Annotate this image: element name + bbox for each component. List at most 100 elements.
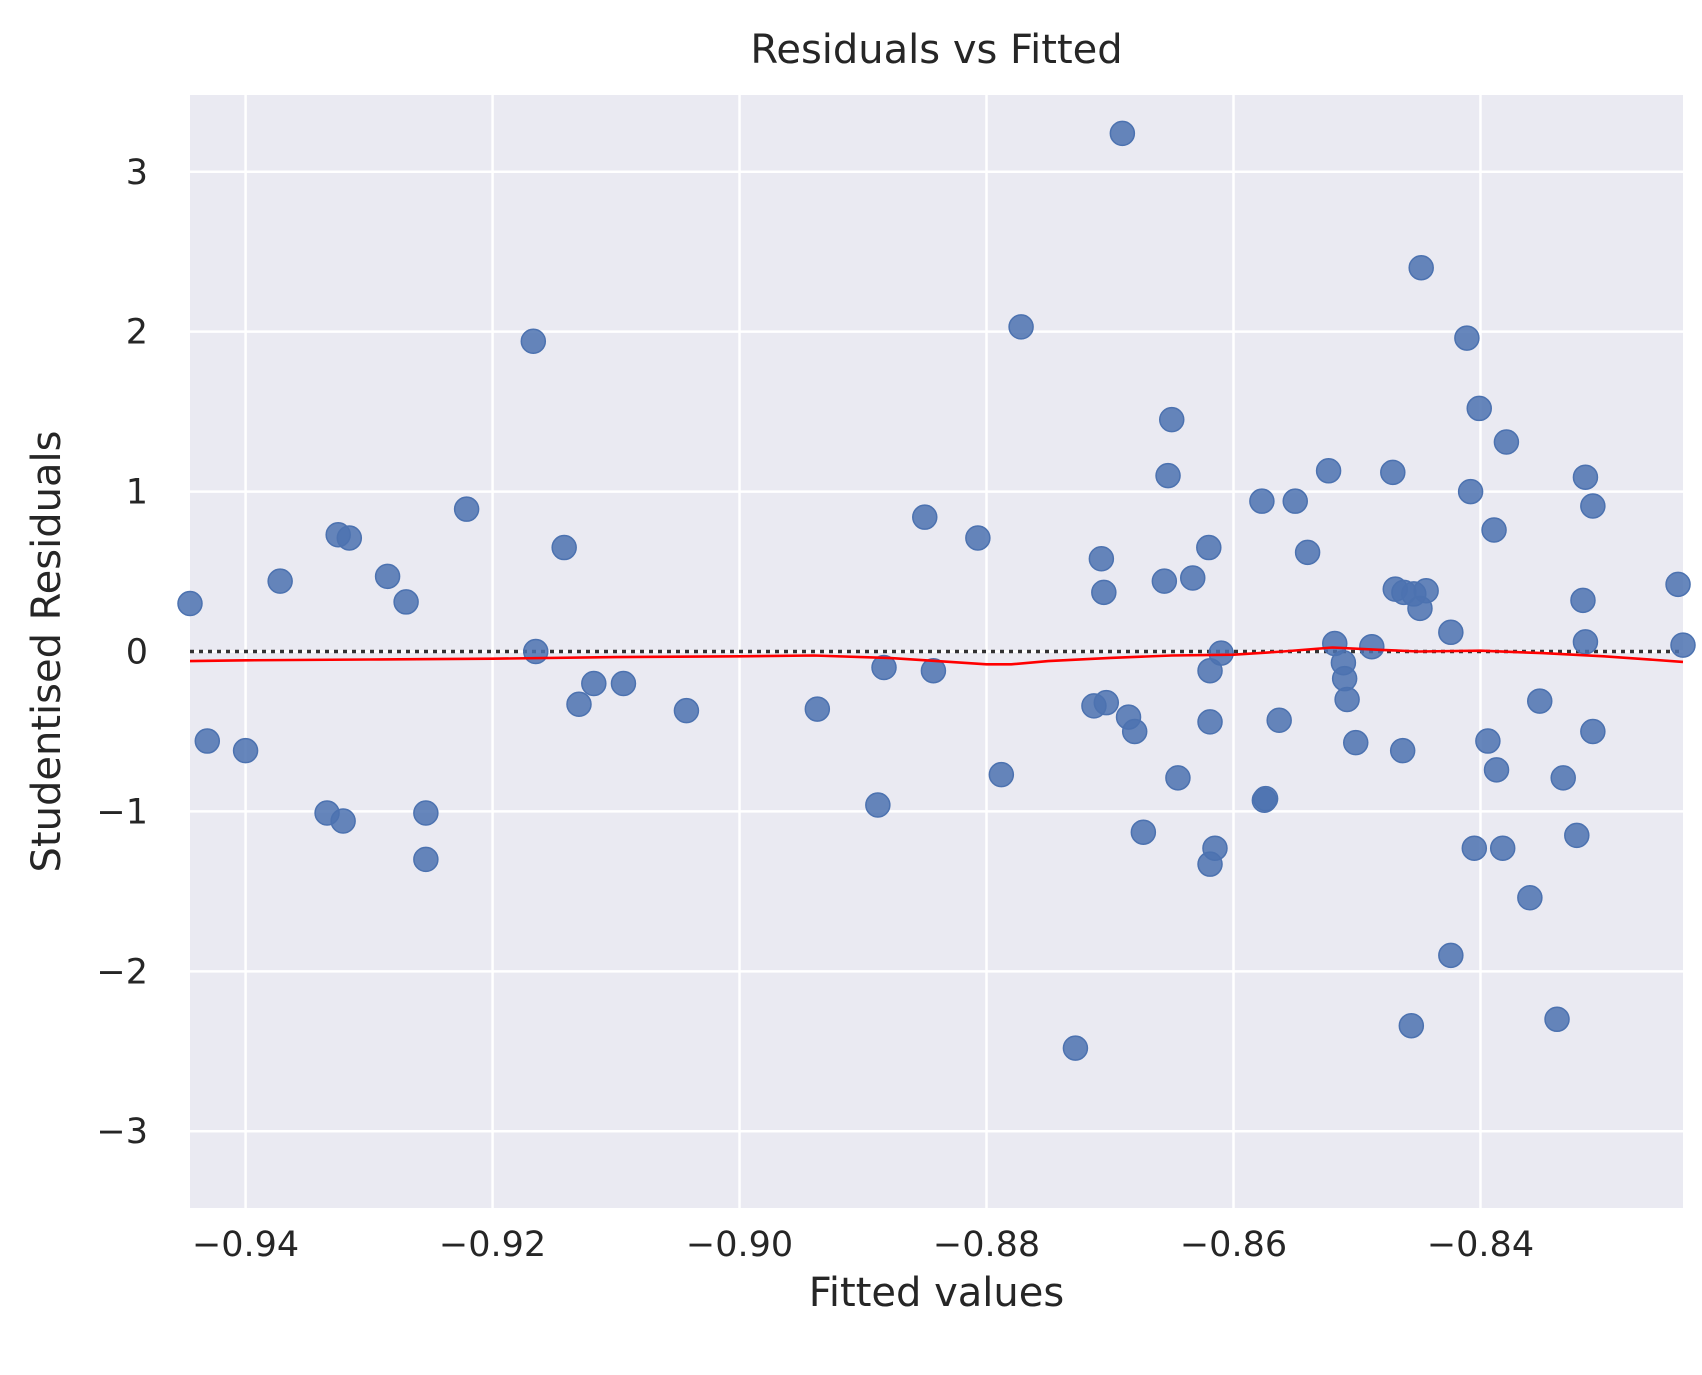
data-point	[1093, 689, 1120, 716]
data-point	[413, 800, 439, 826]
data-point	[1249, 488, 1275, 514]
data-point	[336, 525, 363, 551]
data-point	[1461, 835, 1488, 861]
data-point	[177, 590, 203, 617]
data-point	[1438, 942, 1464, 969]
y-tick-labels: 3 2 1 0 −1 −2 −3	[96, 153, 148, 1152]
x-tick-label: −0.90	[686, 1225, 793, 1265]
data-point	[1544, 1006, 1570, 1033]
x-axis-label: Fitted values	[809, 1270, 1064, 1316]
y-axis-label: Studentised Residuals	[24, 431, 70, 873]
data-point	[988, 761, 1015, 788]
data-point	[871, 654, 897, 681]
scatter-points	[177, 120, 1696, 1061]
data-point	[194, 728, 221, 754]
data-point	[551, 534, 577, 561]
y-tick-label: −1	[96, 792, 148, 832]
data-point	[1481, 517, 1507, 543]
y-tick-label: −3	[96, 1112, 148, 1152]
data-point	[1572, 629, 1599, 655]
x-tick-label: −0.84	[1427, 1225, 1534, 1265]
data-point	[1165, 765, 1191, 791]
y-tick-label: −2	[96, 952, 148, 992]
data-point	[1208, 640, 1234, 666]
data-point	[1282, 488, 1308, 514]
data-point	[1266, 707, 1292, 734]
x-tick-label: −0.86	[1180, 1225, 1287, 1265]
data-point	[1572, 464, 1599, 490]
data-point	[393, 589, 419, 615]
data-point	[920, 657, 947, 684]
data-point	[1334, 686, 1360, 713]
data-point	[912, 504, 938, 530]
data-point	[1008, 314, 1034, 340]
data-point	[1158, 406, 1185, 433]
data-point	[1550, 765, 1576, 791]
y-tick-label: 2	[126, 313, 148, 353]
data-point	[610, 670, 637, 697]
data-point	[865, 792, 891, 818]
x-tick-label: −0.92	[439, 1225, 546, 1265]
data-point	[523, 638, 549, 665]
data-point	[453, 496, 480, 522]
y-tick-label: 3	[126, 153, 148, 193]
data-point	[1580, 718, 1606, 745]
data-point	[1197, 709, 1223, 735]
data-point	[1179, 565, 1206, 591]
data-point	[1202, 835, 1228, 861]
data-point	[1380, 459, 1406, 486]
data-point	[1130, 819, 1157, 845]
data-point	[1389, 737, 1416, 764]
data-point	[1570, 587, 1596, 614]
data-point	[1466, 395, 1492, 422]
x-tick-label: −0.94	[192, 1225, 299, 1265]
data-point	[581, 670, 607, 697]
data-point	[232, 737, 259, 764]
x-tick-label: −0.88	[933, 1225, 1040, 1265]
data-point	[1343, 729, 1369, 756]
data-point	[1151, 568, 1178, 594]
x-tick-labels: −0.94 −0.92 −0.90 −0.88 −0.86 −0.84	[192, 1225, 1534, 1265]
data-point	[673, 697, 700, 724]
data-point	[1294, 539, 1321, 566]
data-point	[520, 328, 547, 355]
data-point	[1155, 462, 1181, 489]
data-point	[1454, 325, 1480, 351]
data-point	[1457, 478, 1484, 505]
data-point	[1493, 429, 1520, 455]
data-point	[1196, 534, 1222, 561]
data-point	[804, 696, 831, 722]
data-point	[1091, 579, 1117, 606]
data-point	[330, 808, 356, 834]
y-tick-label: 1	[126, 473, 148, 513]
data-point	[1564, 822, 1590, 849]
data-point	[1252, 785, 1279, 812]
data-point	[413, 846, 439, 873]
chart-title: Residuals vs Fitted	[750, 27, 1122, 73]
data-point	[1517, 885, 1543, 911]
data-point	[1315, 458, 1342, 484]
data-point	[1408, 254, 1434, 281]
data-point	[1359, 633, 1385, 660]
data-point	[1670, 632, 1696, 658]
data-point	[1665, 571, 1691, 598]
data-point	[1483, 757, 1510, 783]
data-point	[1489, 835, 1516, 861]
data-point	[1413, 577, 1439, 604]
data-point	[1088, 546, 1115, 572]
data-point	[1062, 1035, 1089, 1061]
data-point	[1121, 718, 1148, 745]
data-point	[566, 691, 592, 718]
data-point	[1398, 1012, 1425, 1039]
y-tick-label: 0	[126, 633, 148, 673]
data-point	[1527, 688, 1553, 714]
data-point	[965, 525, 991, 551]
lowess-line	[189, 646, 1684, 666]
data-point	[1580, 493, 1606, 519]
data-point	[1438, 619, 1464, 646]
data-point	[1475, 728, 1501, 754]
data-point	[1109, 120, 1136, 147]
data-point	[374, 563, 401, 590]
